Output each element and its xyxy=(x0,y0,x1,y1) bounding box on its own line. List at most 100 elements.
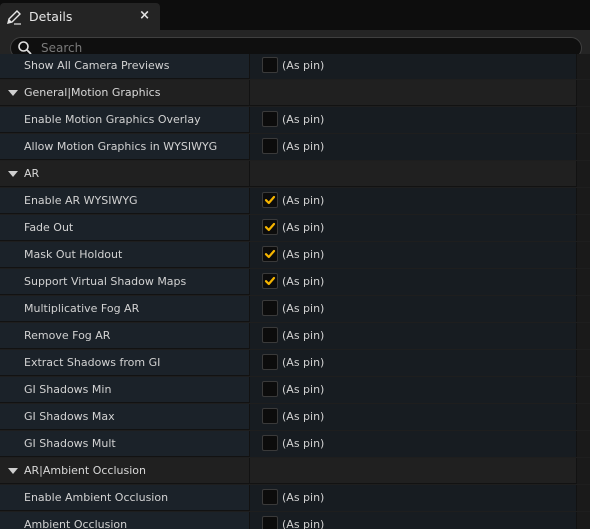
checkbox[interactable] xyxy=(262,516,278,529)
column-divider[interactable] xyxy=(249,377,250,403)
reset-column xyxy=(577,161,590,187)
property-label: Multiplicative Fog AR xyxy=(24,302,140,315)
property-row: Fade Out (As pin) xyxy=(0,215,590,241)
expand-arrow-icon[interactable] xyxy=(8,171,18,177)
checkbox[interactable] xyxy=(262,246,278,262)
property-label: Allow Motion Graphics in WYSIWYG xyxy=(24,140,218,153)
column-divider xyxy=(576,458,577,484)
category-row[interactable]: AR xyxy=(0,161,590,187)
column-divider xyxy=(576,215,577,241)
search-input[interactable] xyxy=(39,40,563,56)
as-pin-label: (As pin) xyxy=(282,59,325,72)
property-row: GI Shadows Min (As pin) xyxy=(0,377,590,403)
reset-column xyxy=(577,188,590,214)
search-box xyxy=(10,37,582,59)
checkbox[interactable] xyxy=(262,381,278,397)
value-cell: (As pin) xyxy=(250,323,576,349)
column-divider[interactable] xyxy=(249,404,250,430)
column-divider[interactable] xyxy=(249,512,250,529)
checkbox[interactable] xyxy=(262,408,278,424)
column-divider[interactable] xyxy=(249,350,250,376)
property-row: Ambient Occlusion (As pin) xyxy=(0,512,590,529)
column-divider xyxy=(576,269,577,295)
property-label: Enable AR WYSIWYG xyxy=(24,194,138,207)
checkbox[interactable] xyxy=(262,57,278,73)
property-label: GI Shadows Min xyxy=(24,383,112,396)
as-pin-label: (As pin) xyxy=(282,383,325,396)
reset-column xyxy=(577,54,590,79)
checkbox[interactable] xyxy=(262,327,278,343)
column-divider[interactable] xyxy=(249,107,250,133)
value-cell: (As pin) xyxy=(250,377,576,403)
reset-column xyxy=(577,485,590,511)
property-row: Allow Motion Graphics in WYSIWYG (As pin) xyxy=(0,134,590,160)
reset-column xyxy=(577,350,590,376)
value-cell: (As pin) xyxy=(250,404,576,430)
property-label: Mask Out Holdout xyxy=(24,248,123,261)
column-divider[interactable] xyxy=(249,215,250,241)
as-pin-label: (As pin) xyxy=(282,491,325,504)
column-divider[interactable] xyxy=(249,323,250,349)
property-label: Remove Fog AR xyxy=(24,329,111,342)
column-divider[interactable] xyxy=(249,485,250,511)
checkbox[interactable] xyxy=(262,354,278,370)
column-divider[interactable] xyxy=(249,458,250,484)
as-pin-label: (As pin) xyxy=(282,248,325,261)
value-cell: (As pin) xyxy=(250,485,576,511)
column-divider[interactable] xyxy=(249,269,250,295)
checkbox[interactable] xyxy=(262,273,278,289)
reset-column xyxy=(577,431,590,457)
column-divider[interactable] xyxy=(249,161,250,187)
column-divider[interactable] xyxy=(249,242,250,268)
value-cell: (As pin) xyxy=(250,431,576,457)
checkbox[interactable] xyxy=(262,300,278,316)
column-divider xyxy=(576,80,577,106)
expand-arrow-icon[interactable] xyxy=(8,90,18,96)
as-pin-label: (As pin) xyxy=(282,302,325,315)
category-row[interactable]: AR|Ambient Occlusion xyxy=(0,458,590,484)
column-divider xyxy=(576,404,577,430)
reset-column xyxy=(577,107,590,133)
property-label: Ambient Occlusion xyxy=(24,518,128,529)
column-divider xyxy=(576,485,577,511)
checkbox[interactable] xyxy=(262,192,278,208)
reset-column xyxy=(577,377,590,403)
reset-column xyxy=(577,134,590,160)
checkbox[interactable] xyxy=(262,435,278,451)
column-divider xyxy=(576,350,577,376)
tab-details[interactable]: Details × xyxy=(0,3,160,30)
reset-column xyxy=(577,269,590,295)
column-divider xyxy=(576,377,577,403)
checkmark-icon xyxy=(264,222,276,232)
checkmark-icon xyxy=(264,195,276,205)
checkbox[interactable] xyxy=(262,489,278,505)
property-row: Show All Camera Previews (As pin) xyxy=(0,54,590,79)
column-divider[interactable] xyxy=(249,54,250,79)
as-pin-label: (As pin) xyxy=(282,140,325,153)
expand-arrow-icon[interactable] xyxy=(8,468,18,474)
column-divider[interactable] xyxy=(249,80,250,106)
property-row: Enable Ambient Occlusion (As pin) xyxy=(0,485,590,511)
as-pin-label: (As pin) xyxy=(282,437,325,450)
property-row: Support Virtual Shadow Maps (As pin) xyxy=(0,269,590,295)
column-divider xyxy=(576,431,577,457)
value-cell: (As pin) xyxy=(250,107,576,133)
close-icon[interactable]: × xyxy=(139,8,150,23)
column-divider xyxy=(576,107,577,133)
value-cell: (As pin) xyxy=(250,215,576,241)
column-divider xyxy=(576,134,577,160)
property-label: Enable Motion Graphics Overlay xyxy=(24,113,201,126)
category-row[interactable]: General|Motion Graphics xyxy=(0,80,590,106)
column-divider[interactable] xyxy=(249,188,250,214)
value-cell: (As pin) xyxy=(250,188,576,214)
column-divider[interactable] xyxy=(249,296,250,322)
checkbox[interactable] xyxy=(262,138,278,154)
details-property-list: Show All Camera Previews (As pin) General|… xyxy=(0,54,590,529)
checkbox[interactable] xyxy=(262,219,278,235)
column-divider[interactable] xyxy=(249,431,250,457)
reset-column xyxy=(577,242,590,268)
property-row: Multiplicative Fog AR (As pin) xyxy=(0,296,590,322)
column-divider[interactable] xyxy=(249,134,250,160)
checkbox[interactable] xyxy=(262,111,278,127)
property-label: Support Virtual Shadow Maps xyxy=(24,275,187,288)
